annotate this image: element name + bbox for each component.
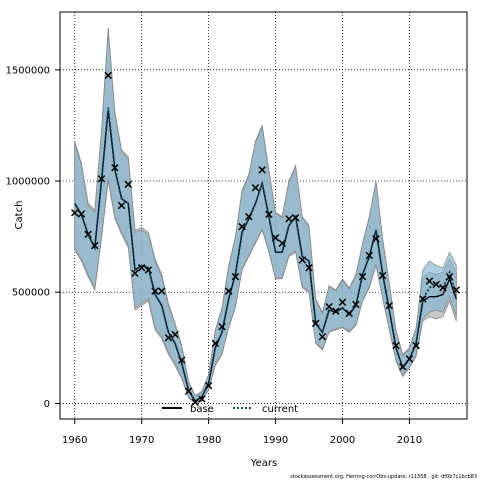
- catch-marker: [131, 269, 139, 278]
- plot-frame: [59, 11, 468, 420]
- catch-marker: [204, 381, 213, 390]
- catch-marker: [224, 287, 233, 295]
- catch-marker: [338, 298, 347, 306]
- catch-marker: [258, 166, 266, 174]
- catch-marker: [218, 322, 226, 331]
- x-tick-label: 2000: [330, 435, 355, 446]
- catch-marker: [305, 264, 313, 272]
- catch-marker: [211, 339, 220, 348]
- y-axis-title: Catch: [14, 201, 25, 230]
- x-tick-label: 1980: [196, 435, 221, 446]
- catch-marker: [171, 330, 179, 339]
- catch-marker: [439, 284, 447, 292]
- catch-marker: [399, 363, 407, 371]
- legend-label-base: base: [190, 404, 214, 415]
- catch-markers: [70, 71, 461, 407]
- catch-marker: [372, 235, 380, 243]
- catch-marker: [184, 387, 193, 395]
- catch-marker: [365, 251, 373, 260]
- catch-marker: [70, 209, 79, 217]
- confidence-band-current: [74, 29, 457, 404]
- catch-marker: [358, 272, 367, 281]
- catch-marker: [392, 341, 400, 350]
- catch-marker: [345, 309, 353, 318]
- catch-marker: [291, 213, 300, 222]
- catch-marker: [278, 239, 286, 248]
- series-lines: [73, 107, 458, 403]
- x-axis: 1960 1970 1980 1990 2000 2010: [62, 419, 422, 446]
- catch-marker: [251, 183, 260, 192]
- x-tick-label: 1960: [62, 435, 87, 446]
- catch-marker: [151, 287, 159, 295]
- catch-marker: [77, 210, 86, 218]
- catch-marker: [285, 215, 293, 223]
- x-tick-label: 1990: [263, 435, 288, 446]
- catch-marker: [318, 332, 327, 341]
- y-tick-label: 0: [44, 399, 50, 410]
- series-line-current: [73, 107, 458, 403]
- catch-marker: [419, 295, 427, 303]
- catch-marker: [265, 210, 273, 219]
- catch-marker: [352, 300, 360, 309]
- catch-marker: [231, 272, 240, 281]
- catch-marker: [445, 272, 454, 281]
- y-tick-label: 1000000: [5, 177, 50, 188]
- catch-marker: [405, 355, 414, 363]
- catch-marker: [91, 241, 99, 250]
- legend-label-current: current: [262, 404, 298, 415]
- catch-marker: [158, 287, 166, 295]
- catch-marker: [412, 341, 420, 350]
- catch-marker: [271, 234, 280, 242]
- catch-marker: [164, 334, 173, 342]
- catch-marker: [191, 398, 199, 407]
- catch-marker: [245, 212, 253, 221]
- catch-marker: [178, 356, 186, 364]
- catch-marker: [104, 71, 112, 80]
- footnote: stockassessment.org, Herring-corrObs-upd…: [290, 474, 477, 480]
- catch-marker: [325, 302, 333, 311]
- catch-marker: [97, 175, 106, 183]
- y-tick-label: 1500000: [5, 65, 50, 76]
- catch-marker: [238, 222, 246, 231]
- catch-marker: [425, 277, 434, 285]
- catch-marker: [84, 230, 92, 239]
- catch-marker: [432, 280, 440, 289]
- catch-marker: [137, 264, 146, 272]
- x-tick-label: 1970: [129, 435, 154, 446]
- catch-marker: [124, 180, 133, 189]
- confidence-bands: [74, 27, 457, 404]
- catch-marker: [144, 266, 153, 274]
- x-axis-title: Years: [250, 458, 277, 469]
- legend: base current: [162, 404, 298, 415]
- catch-marker: [385, 301, 394, 310]
- catch-marker: [111, 163, 119, 172]
- catch-marker: [298, 256, 307, 264]
- catch-marker: [198, 395, 206, 403]
- x-tick-label: 2010: [397, 435, 422, 446]
- catch-marker: [332, 307, 340, 315]
- y-tick-label: 500000: [12, 288, 50, 299]
- y-axis: 0 500000 1000000 1500000: [5, 65, 60, 410]
- catch-marker: [311, 319, 320, 328]
- catch-marker: [452, 286, 461, 294]
- catch-marker: [117, 201, 126, 210]
- catch-marker: [378, 271, 387, 280]
